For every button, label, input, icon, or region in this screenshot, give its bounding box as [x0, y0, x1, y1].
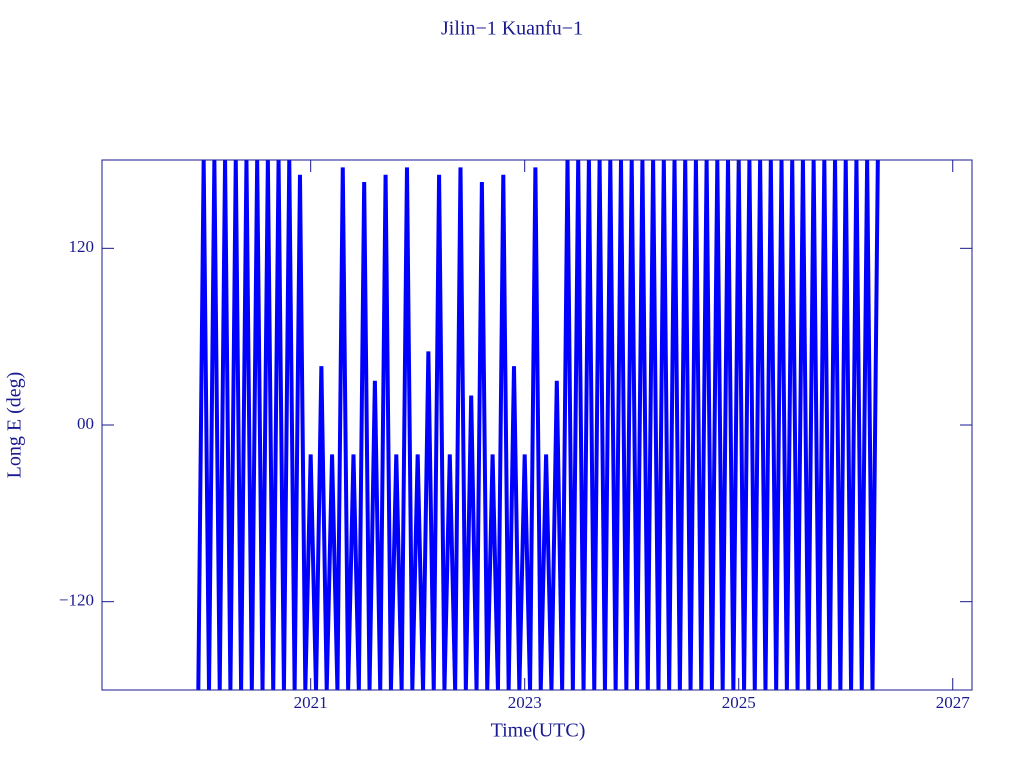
x-tick-label: 2021	[294, 693, 328, 712]
y-tick-label: −120	[59, 591, 94, 610]
x-tick-label: 2023	[508, 693, 542, 712]
chart-title: Jilin−1 Kuanfu−1	[441, 18, 583, 40]
plot-area	[196, 160, 880, 690]
y-tick-label: 00	[77, 414, 94, 433]
x-tick-label: 2025	[722, 693, 756, 712]
x-tick-label: 2027	[936, 693, 971, 712]
y-axis-label: Long E (deg)	[4, 372, 26, 479]
y-tick-label: 120	[69, 237, 95, 256]
x-axis-label: Time(UTC)	[491, 720, 586, 742]
data-line	[196, 160, 880, 690]
